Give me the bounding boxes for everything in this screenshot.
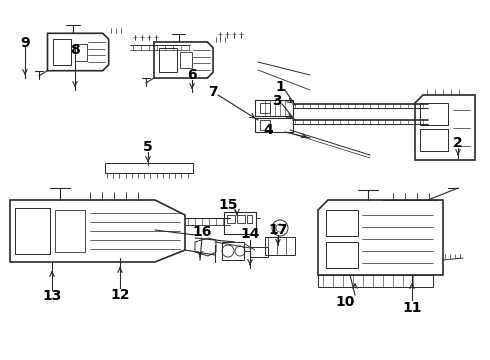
Text: 15: 15 (218, 198, 238, 212)
Text: 6: 6 (187, 68, 197, 82)
Text: 8: 8 (70, 43, 80, 57)
Text: 7: 7 (208, 85, 218, 99)
Text: 11: 11 (402, 301, 422, 315)
Text: 10: 10 (335, 295, 355, 309)
Text: 17: 17 (269, 223, 288, 237)
Text: 9: 9 (20, 36, 30, 50)
Text: 13: 13 (42, 289, 62, 303)
Text: 3: 3 (272, 94, 282, 108)
Text: 2: 2 (453, 136, 463, 150)
Text: 16: 16 (192, 225, 212, 239)
Text: 4: 4 (263, 123, 273, 137)
Text: 12: 12 (110, 288, 130, 302)
Text: 5: 5 (143, 140, 153, 154)
Text: 1: 1 (275, 80, 285, 94)
Text: 14: 14 (240, 227, 260, 241)
